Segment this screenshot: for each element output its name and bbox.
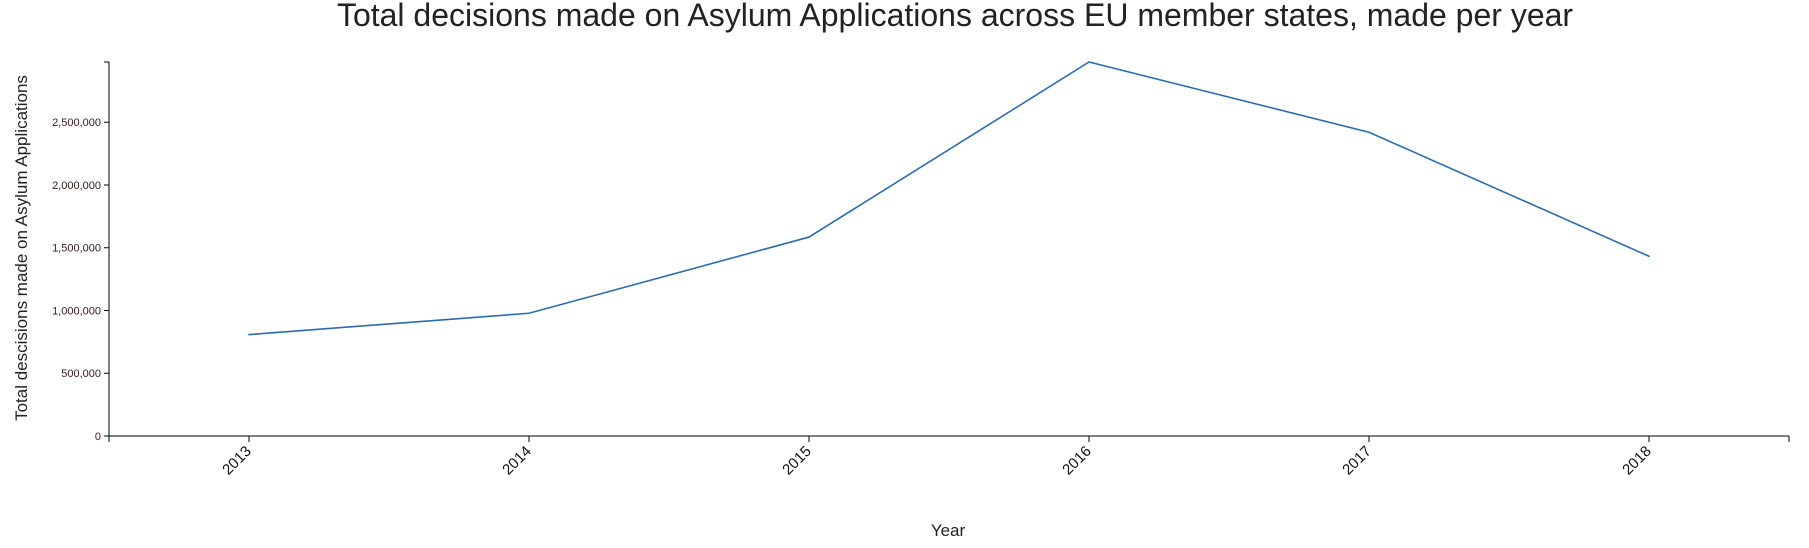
y-tick-label: 1,500,000 [52, 243, 101, 255]
data-point [248, 333, 250, 336]
y-tick-label: 0 [95, 431, 101, 443]
x-tick-label: 2015 [779, 443, 815, 479]
y-axis-ticks: 0 500,000 1,000,000 1,500,000 2,000,000 2,500… [52, 117, 109, 443]
series-layer [248, 61, 1650, 336]
data-point [1648, 255, 1650, 258]
x-tick-label: 2013 [219, 443, 255, 479]
x-tick-label: 2017 [1339, 443, 1375, 479]
x-axis-ticks: 2013 2014 2015 2016 2017 2018 [219, 436, 1655, 478]
data-point [808, 236, 810, 238]
x-axis-title: Year [931, 521, 966, 540]
y-tick-label: 2,500,000 [52, 117, 101, 129]
x-tick-label: 2014 [499, 443, 535, 479]
chart-title: Total decisions made on Asylum Applicati… [337, 0, 1573, 33]
y-tick-label: 1,000,000 [52, 305, 101, 317]
y-axis-title: Total descisions made on Asylum Applicat… [12, 75, 31, 421]
y-tick-label: 2,000,000 [52, 180, 101, 192]
x-tick-label: 2016 [1059, 443, 1095, 479]
data-point [1368, 131, 1370, 134]
data-point [528, 312, 530, 315]
data-point [1088, 61, 1090, 63]
x-tick-label: 2018 [1619, 443, 1655, 479]
y-tick-label: 500,000 [61, 368, 101, 380]
series-line [248, 61, 1650, 336]
